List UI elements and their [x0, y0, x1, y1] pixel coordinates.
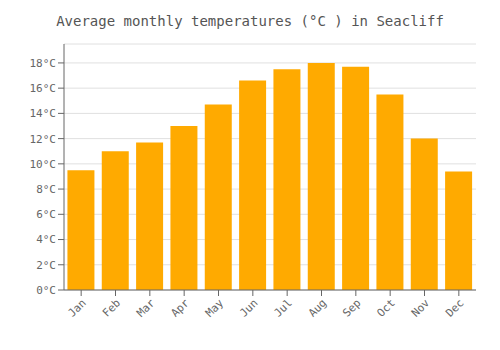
svg-text:Jun: Jun [237, 296, 260, 319]
svg-text:May: May [203, 296, 227, 320]
svg-text:Oct: Oct [375, 296, 398, 319]
svg-text:Aug: Aug [306, 296, 329, 319]
svg-text:10°C: 10°C [30, 158, 57, 171]
svg-text:Feb: Feb [100, 296, 123, 319]
svg-text:18°C: 18°C [30, 57, 57, 70]
svg-text:6°C: 6°C [36, 208, 56, 221]
svg-text:14°C: 14°C [30, 107, 57, 120]
svg-text:Apr: Apr [169, 296, 193, 320]
svg-text:0°C: 0°C [36, 284, 56, 297]
svg-text:12°C: 12°C [30, 133, 57, 146]
svg-text:Jul: Jul [272, 296, 295, 319]
svg-text:2°C: 2°C [36, 259, 56, 272]
svg-text:Dec: Dec [443, 296, 466, 319]
svg-text:Nov: Nov [409, 296, 433, 320]
html-text:Average monthly temperatures (: Average monthly temperatures (°C ) in Se… [56, 13, 444, 29]
svg-text:Mar: Mar [134, 296, 158, 320]
svg-text:Jan: Jan [66, 296, 89, 319]
svg-text:16°C: 16°C [30, 82, 57, 95]
svg-text:Sep: Sep [340, 296, 363, 319]
svg-text:4°C: 4°C [36, 233, 56, 246]
svg-text:8°C: 8°C [36, 183, 56, 196]
